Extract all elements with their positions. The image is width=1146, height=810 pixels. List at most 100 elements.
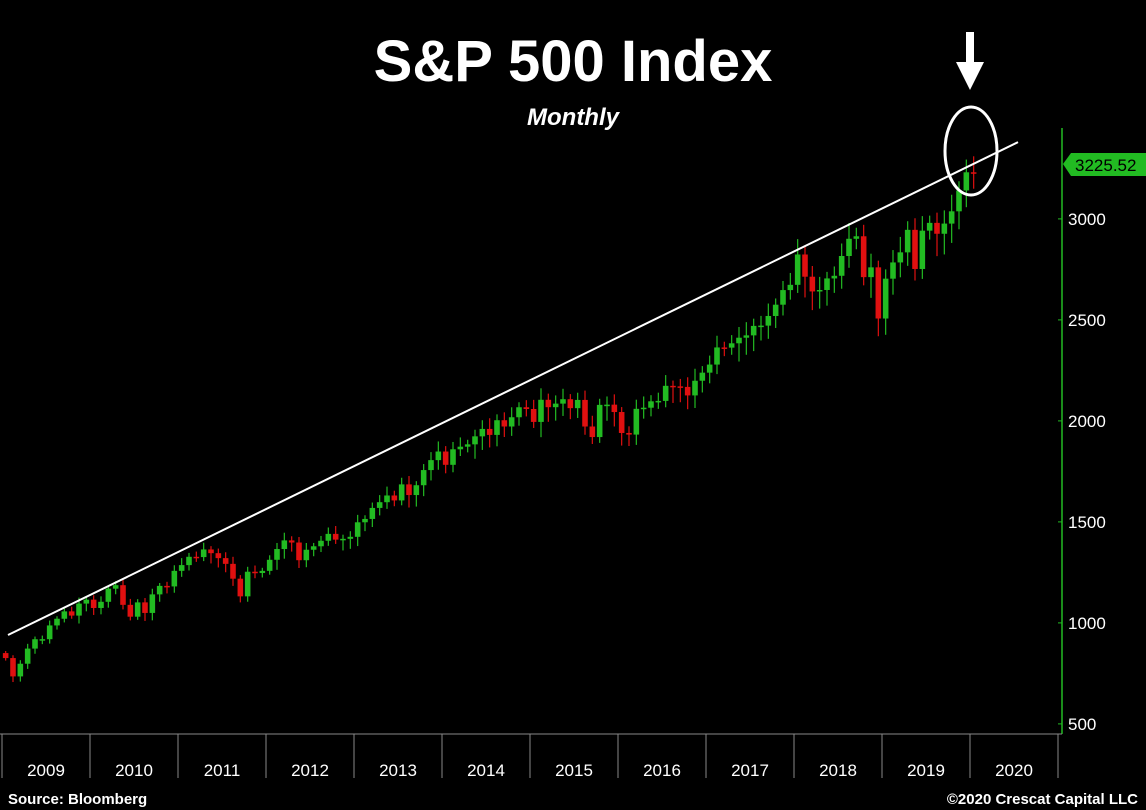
candle-body (46, 625, 53, 640)
x-tick-label: 2010 (115, 761, 153, 780)
last-price-label: 3225.52 (1075, 156, 1136, 175)
candle-body (413, 485, 420, 496)
candle-body (39, 639, 46, 641)
candle (904, 221, 911, 266)
candle (640, 396, 647, 419)
candle (560, 388, 566, 416)
candle-body (68, 611, 75, 616)
candle (288, 536, 295, 552)
candle-body (369, 507, 376, 519)
candle (222, 552, 229, 573)
candle-body (442, 451, 449, 465)
candle-body (428, 460, 434, 471)
candle (303, 543, 310, 568)
y-tick-label: 1500 (1068, 513, 1106, 532)
candle-body (17, 663, 24, 677)
candle-body (604, 404, 610, 407)
candle (178, 558, 185, 577)
candle (347, 531, 354, 549)
candle (486, 418, 493, 448)
candle (252, 565, 258, 579)
candle (39, 635, 46, 645)
candle (142, 598, 148, 621)
candle (699, 366, 706, 393)
candle (435, 441, 442, 470)
candle (244, 566, 251, 602)
candle-body (860, 236, 867, 278)
candle (582, 390, 588, 435)
candle (860, 224, 867, 286)
down-arrow-icon (956, 32, 984, 90)
candle (171, 565, 178, 593)
y-axis-labels: 500 1000 1500 2000 2500 3000 (1068, 210, 1106, 734)
candle-body (134, 602, 141, 617)
candle (853, 227, 860, 250)
candle-body (347, 536, 354, 539)
candle-body (435, 451, 442, 461)
candle-body (98, 601, 104, 608)
x-tick-label: 2014 (467, 761, 505, 780)
candle-body (2, 653, 9, 659)
candle-body (655, 400, 662, 403)
candle (149, 588, 156, 621)
candle (501, 412, 508, 438)
candle-body (215, 553, 222, 559)
candle (758, 315, 764, 341)
candle-body (266, 559, 273, 571)
candle-body (200, 549, 207, 558)
candle-body (574, 399, 581, 409)
candle (391, 490, 398, 507)
candle-body (538, 399, 544, 422)
candle (816, 276, 823, 309)
candle-body (406, 484, 412, 496)
candle-body (794, 254, 801, 285)
candle (90, 595, 97, 615)
x-tick-label: 2017 (731, 761, 769, 780)
candle-body (325, 533, 332, 541)
candle (340, 534, 346, 551)
candle-body (310, 546, 317, 550)
candle (230, 556, 236, 586)
candle (362, 515, 368, 532)
trendline (7, 141, 1019, 636)
candle (259, 567, 266, 578)
candle-body (384, 495, 390, 503)
candle-body (882, 278, 889, 319)
candle-body (494, 420, 500, 435)
candle (589, 415, 596, 444)
candle (266, 555, 273, 575)
candle (46, 620, 53, 644)
candle-body (376, 502, 383, 508)
candle (934, 212, 940, 257)
candle (802, 246, 808, 298)
candle (545, 393, 552, 422)
candle-body (545, 399, 552, 408)
candle (794, 239, 801, 293)
x-tick-label: 2013 (379, 761, 417, 780)
candle-body (288, 540, 295, 543)
candle (721, 341, 728, 357)
candle (472, 429, 478, 459)
candle (633, 399, 640, 445)
candle-body (164, 585, 170, 588)
candle-body (838, 256, 845, 276)
candle (530, 399, 537, 428)
x-year-separators (1, 734, 1059, 778)
candle-body (970, 172, 977, 174)
candle (970, 156, 977, 189)
candle-body (318, 540, 324, 547)
candle-body (890, 262, 896, 279)
candle-body (186, 556, 192, 566)
candle (824, 271, 830, 306)
candle (611, 394, 618, 427)
candle-body (582, 399, 588, 427)
candles (2, 156, 977, 683)
candle-body (61, 611, 68, 619)
candle-body (479, 428, 486, 437)
candle (736, 326, 742, 362)
candle (32, 636, 38, 654)
highlight-circle (943, 105, 999, 197)
candle (714, 335, 720, 375)
candle-body (332, 533, 339, 540)
